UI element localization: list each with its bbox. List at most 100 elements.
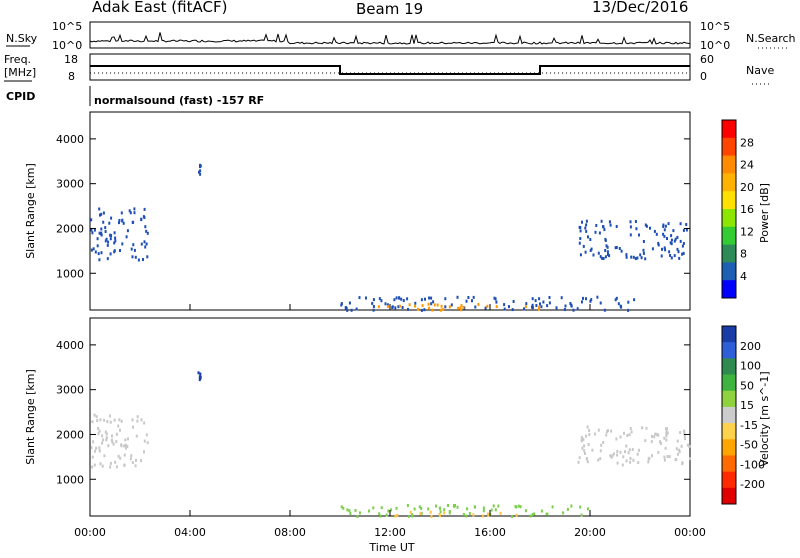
power-data-marks	[90, 163, 688, 312]
scatter-pixel	[676, 452, 679, 456]
sky-noise-line	[89, 32, 691, 46]
scatter-pixel	[614, 298, 617, 302]
scatter-pixel	[672, 229, 675, 233]
scatter-pixel	[582, 437, 585, 441]
scatter-pixel	[600, 256, 603, 260]
scatter-pixel	[100, 227, 103, 231]
scatter-pixel	[143, 450, 145, 454]
velocity-y-axis: 1000 2000 3000 4000	[56, 339, 690, 486]
scatter-pixel	[394, 306, 397, 310]
scatter-pixel	[100, 231, 103, 235]
colorbar-tick-label: 28	[740, 136, 754, 149]
scatter-pixel	[144, 245, 147, 249]
scatter-pixel	[586, 507, 589, 511]
power-colorbar: 28 24 20 16 12 8 4	[721, 119, 754, 299]
scatter-pixel	[616, 461, 619, 465]
scatter-pixel	[674, 458, 677, 462]
scatter-pixel	[650, 440, 653, 444]
scatter-pixel	[380, 506, 383, 510]
scatter-pixel	[380, 299, 383, 303]
scatter-pixel	[517, 504, 520, 508]
scatter-pixel	[615, 246, 618, 249]
scatter-pixel	[482, 509, 485, 513]
scatter-pixel	[96, 419, 99, 423]
scatter-pixel	[420, 511, 423, 515]
scatter-pixel	[90, 228, 93, 232]
scatter-pixel	[365, 296, 367, 300]
freq-left-tick-bottom: 8	[68, 70, 75, 83]
scatter-pixel	[384, 302, 387, 306]
scatter-pixel	[96, 244, 99, 248]
scatter-pixel	[106, 257, 109, 261]
scatter-pixel	[377, 305, 380, 309]
scatter-pixel	[398, 304, 401, 308]
scatter-pixel	[424, 297, 426, 301]
scatter-pixel	[97, 252, 100, 256]
scatter-pixel	[96, 237, 99, 241]
scatter-pixel	[533, 512, 536, 516]
scatter-pixel	[427, 302, 430, 306]
sky-panel-frame	[89, 21, 691, 49]
scatter-pixel	[460, 308, 462, 312]
scatter-pixel	[406, 297, 409, 301]
scatter-pixel	[566, 507, 569, 511]
scatter-pixel	[115, 440, 118, 444]
scatter-pixel	[679, 222, 682, 226]
scatter-pixel	[378, 297, 381, 301]
colorbar-segment	[722, 423, 736, 440]
scatter-pixel	[503, 307, 506, 311]
colorbar-tick-label: 8	[740, 248, 747, 261]
scatter-pixel	[372, 506, 375, 510]
scatter-pixel	[648, 456, 651, 460]
scatter-pixel	[348, 301, 351, 305]
scatter-pixel	[678, 256, 681, 260]
scatter-pixel	[581, 446, 584, 450]
scatter-pixel	[140, 459, 142, 463]
scatter-pixel	[619, 450, 622, 454]
scatter-pixel	[93, 463, 96, 467]
scatter-pixel	[100, 212, 103, 216]
scatter-pixel	[581, 220, 583, 224]
scatter-pixel	[472, 295, 475, 299]
scatter-pixel	[471, 299, 473, 303]
scatter-pixel	[98, 231, 101, 235]
scatter-pixel	[495, 300, 498, 304]
scatter-pixel	[615, 437, 618, 441]
scatter-pixel	[647, 460, 650, 464]
scatter-pixel	[402, 299, 405, 302]
colorbar-segment	[722, 439, 736, 456]
scatter-pixel	[354, 509, 357, 512]
colorbar-tick-label: 20	[740, 181, 754, 194]
scatter-pixel	[199, 165, 201, 169]
scatter-pixel	[590, 298, 593, 302]
scatter-pixel	[610, 455, 613, 459]
scatter-pixel	[508, 305, 510, 309]
scatter-pixel	[102, 438, 105, 442]
scatter-pixel	[118, 221, 120, 225]
scatter-pixel	[599, 301, 602, 305]
velocity-colorbar: 200 100 50 15 -15 -50 -100 -200	[721, 325, 765, 505]
scatter-pixel	[579, 229, 582, 233]
scatter-pixel	[109, 252, 112, 256]
scatter-pixel	[474, 505, 476, 509]
range-tick-label: 3000	[56, 384, 84, 397]
scatter-pixel	[107, 444, 110, 448]
scatter-pixel	[610, 429, 613, 433]
scatter-pixel	[644, 439, 647, 443]
scatter-pixel	[641, 426, 644, 430]
scatter-pixel	[585, 434, 588, 438]
scatter-pixel	[657, 450, 660, 454]
scatter-pixel	[612, 452, 615, 456]
scatter-pixel	[688, 444, 691, 448]
scatter-pixel	[670, 234, 673, 238]
power-colorbar-label: Power [dB]	[758, 183, 771, 243]
scatter-pixel	[448, 510, 451, 513]
scatter-pixel	[417, 307, 420, 311]
colorbar-segment	[722, 280, 736, 299]
scatter-pixel	[653, 229, 656, 233]
scatter-pixel	[121, 242, 124, 246]
scatter-pixel	[531, 297, 534, 301]
scatter-pixel	[592, 253, 595, 257]
scatter-pixel	[497, 504, 500, 508]
scatter-pixel	[660, 442, 662, 445]
